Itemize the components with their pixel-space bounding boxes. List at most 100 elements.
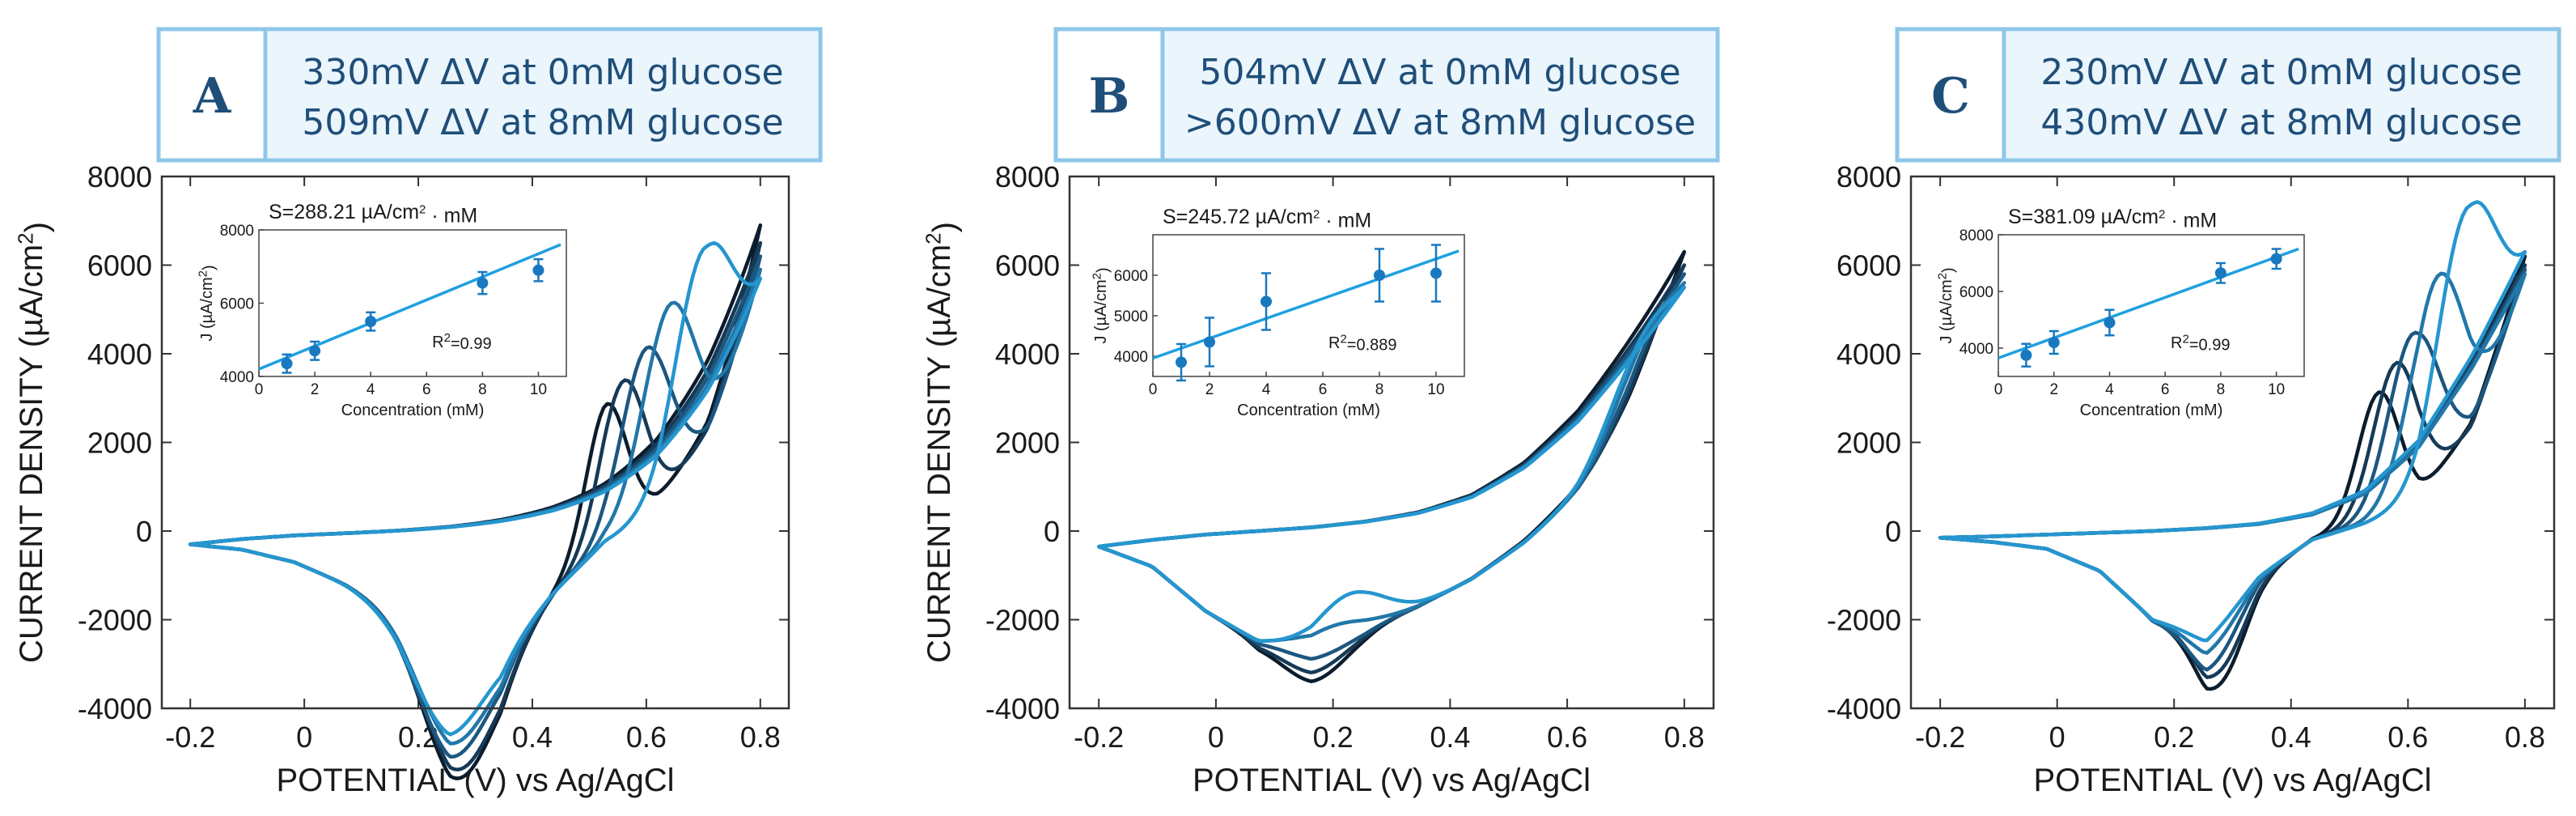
x-axis-label: POTENTIAL (V) vs Ag/AgCl <box>277 763 675 798</box>
x-axis-label: POTENTIAL (V) vs Ag/AgCl <box>2034 763 2432 798</box>
inset-fit-line <box>258 243 561 371</box>
inset-y-tick-label: 4000 <box>1114 349 1148 366</box>
inset-x-label: Concentration (mM) <box>2080 402 2223 419</box>
inset-y-label: J (µA/cm2​) <box>1935 267 1957 343</box>
y-tick-label: 6000 <box>995 249 1060 283</box>
axis-ticks: -0.2 0 0.2 0.4 0.6 0.8-4000-20000200040006000… <box>78 160 789 754</box>
header-text-bg <box>268 32 818 158</box>
inset-x-tick-label: 6 <box>1319 381 1328 398</box>
inset-data-point <box>309 345 321 357</box>
inset-slope-label: S=381.09 µA/cm2​ · mM <box>2008 206 2217 232</box>
y-tick-label: -4000 <box>985 692 1060 725</box>
x-tick-label: 0.8 <box>2505 720 2545 754</box>
y-tick-label: 2000 <box>87 427 152 460</box>
panel-letter: C <box>1931 68 1970 125</box>
inset-data-point <box>1374 270 1385 281</box>
panel-letter: B <box>1089 68 1130 125</box>
inset-y-label: J (µA/cm2​) <box>196 265 218 341</box>
inset-data-point <box>1430 267 1442 279</box>
inset-x-tick-label: 6 <box>422 381 431 398</box>
y-axis-label: CURRENT DENSITY (µA/cm2​) <box>13 222 54 663</box>
inset-r2-label: R2​=0.99 <box>432 331 491 353</box>
x-tick-label: 0.6 <box>626 720 667 754</box>
inset-y-label: J (µA/cm2​) <box>1090 267 1112 343</box>
inset-x-tick-label: 0 <box>255 381 264 398</box>
cv-series-5 <box>1938 200 2527 643</box>
plot-frame <box>1068 175 1715 710</box>
header-line-2: 509mV ΔV at 8mM glucose <box>302 102 783 143</box>
header-line-1: 230mV ΔV at 0mM glucose <box>2040 52 2522 93</box>
panel-c: C 230mV ΔV at 0mM glucose 430mV ΔV at 8mM … <box>1827 27 2561 798</box>
inset-frame <box>1152 234 1465 377</box>
inset-x-tick-label: 10 <box>2268 381 2285 398</box>
y-tick-label: 0 <box>136 515 152 548</box>
y-axis-label: CURRENT DENSITY (µA/cm2​) <box>921 222 962 663</box>
inset-y-tick-label: 4000 <box>1960 341 1993 358</box>
cv-curves <box>188 223 763 780</box>
inset-y-tick-label: 8000 <box>1960 227 1993 244</box>
x-tick-label: 0 <box>296 720 312 754</box>
x-tick-label: 0.6 <box>2387 720 2428 754</box>
inset-y-tick-label: 6000 <box>1114 268 1148 285</box>
inset-data-point <box>2020 349 2032 361</box>
y-tick-label: 6000 <box>87 249 152 283</box>
axis-ticks: -0.2 0 0.2 0.4 0.6 0.8-4000-20000200040006000… <box>1827 160 2554 754</box>
inset-frame <box>258 229 567 377</box>
inset-x-tick-label: 2 <box>1205 381 1214 398</box>
y-tick-label: 6000 <box>1837 249 1901 283</box>
y-tick-label: 8000 <box>1837 160 1901 193</box>
inset-frame <box>1998 234 2305 377</box>
inset-x-label: Concentration (mM) <box>341 402 485 419</box>
x-tick-label: 0.4 <box>1430 720 1470 754</box>
inset-x-tick-label: 6 <box>2161 381 2170 398</box>
y-tick-label: -4000 <box>78 692 152 725</box>
header-text-bg <box>1165 32 1715 158</box>
y-tick-label: 2000 <box>995 427 1060 460</box>
inset-x-label: Concentration (mM) <box>1237 402 1380 419</box>
inset-slope-label: S=245.72 µA/cm2​ · mM <box>1163 206 1371 232</box>
inset-data-point <box>1204 336 1215 348</box>
header-line-2: 430mV ΔV at 8mM glucose <box>2040 102 2522 143</box>
plot-frame <box>160 175 790 710</box>
inset-r2-label: R2​=0.889 <box>1328 332 1397 354</box>
x-tick-label: -0.2 <box>1915 720 1965 754</box>
x-tick-label: 0.4 <box>512 720 553 754</box>
cv-curves <box>1096 249 1687 683</box>
inset-y-tick-label: 5000 <box>1114 308 1148 325</box>
cv-series-5 <box>188 240 763 737</box>
y-tick-label: 4000 <box>1837 338 1901 371</box>
inset-calibration: 0 2 4 6 8 10 4000 6000 8000 Concentration (mM) J (… <box>1935 206 2305 419</box>
inset-y-tick-label: 8000 <box>220 223 254 240</box>
y-tick-label: 0 <box>1044 515 1060 548</box>
inset-x-tick-label: 0 <box>1149 381 1158 398</box>
plot-frame <box>1909 175 2556 710</box>
y-tick-label: 8000 <box>87 160 152 193</box>
x-tick-label: 0 <box>1208 720 1224 754</box>
inset-y-tick-label: 4000 <box>220 369 254 386</box>
inset-x-tick-label: 10 <box>530 381 547 398</box>
inset-calibration: 0 2 4 6 8 10 4000 5000 6000 Concentration (mM) J (… <box>1090 206 1465 419</box>
x-tick-label: 0.8 <box>740 720 781 754</box>
y-tick-label: -2000 <box>985 604 1060 637</box>
inset-x-tick-label: 10 <box>1427 381 1444 398</box>
inset-data-point <box>2270 253 2282 265</box>
y-tick-label: 0 <box>1885 515 1901 548</box>
panel-b: B 504mV ΔV at 0mM glucose >600mV ΔV at 8mM… <box>921 27 1720 798</box>
inset-data-point <box>2214 267 2226 279</box>
inset-x-tick-label: 2 <box>311 381 320 398</box>
inset-x-tick-label: 0 <box>1994 381 2003 398</box>
x-tick-label: 0.2 <box>1313 720 1354 754</box>
panel-letter: A <box>193 68 232 125</box>
cv-curves <box>1938 200 2527 691</box>
x-tick-label: -0.2 <box>165 720 215 754</box>
inset-x-tick-label: 8 <box>2217 381 2226 398</box>
y-tick-label: 8000 <box>995 160 1060 193</box>
inset-x-tick-label: 2 <box>2049 381 2058 398</box>
axis-ticks: -0.2 0 0.2 0.4 0.6 0.8-4000-20000200040006000… <box>985 160 1714 754</box>
x-tick-label: -0.2 <box>1074 720 1124 754</box>
x-tick-label: 0.8 <box>1664 720 1705 754</box>
inset-r2-label: R2​=0.99 <box>2171 332 2230 354</box>
header-line-2: >600mV ΔV at 8mM glucose <box>1184 102 1696 143</box>
x-tick-label: 0 <box>2049 720 2065 754</box>
